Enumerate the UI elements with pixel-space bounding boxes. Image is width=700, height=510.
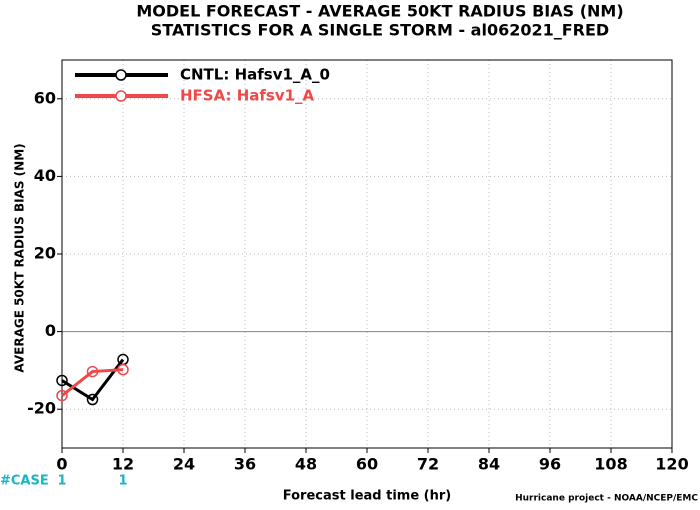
plot-frame: [61, 59, 673, 449]
y-tick-label: 0: [45, 321, 56, 340]
legend-marker: [115, 69, 127, 81]
x-axis-label: Forecast lead time (hr): [283, 489, 451, 504]
x-tick-label: 0: [56, 455, 67, 474]
x-tick-label: 96: [539, 455, 561, 474]
y-tick-label: 40: [34, 166, 56, 185]
x-tick-label: 48: [295, 455, 317, 474]
y-axis-label: AVERAGE 50KT RADIUS BIAS (NM): [13, 143, 27, 372]
x-tick-label: 72: [417, 455, 439, 474]
case-count: 1: [118, 474, 127, 489]
y-tick-label: 60: [34, 88, 56, 107]
series-line: [61, 358, 125, 402]
point: [56, 374, 68, 387]
legend-marker: [115, 90, 127, 102]
case-count: 1: [57, 474, 66, 489]
x-tick-label: 108: [594, 455, 627, 474]
chart-title: MODEL FORECAST - AVERAGE 50KT RADIUS BIA…: [136, 2, 623, 21]
x-tick-label: 120: [655, 455, 688, 474]
legend-label: HFSA: Hafsv1_A: [180, 87, 315, 105]
point: [86, 365, 99, 378]
y-tick-label: 20: [34, 244, 56, 263]
x-tick-label: 84: [478, 455, 500, 474]
legend-label: CNTL: Hafsv1_A_0: [180, 66, 330, 84]
x-tick-label: 24: [173, 455, 195, 474]
x-tick-label: 36: [234, 455, 256, 474]
x-tick-label: 60: [356, 455, 378, 474]
credit: Hurricane project - NOAA/NCEP/EMC: [515, 494, 698, 504]
chart-subtitle: STATISTICS FOR A SINGLE STORM - al062021…: [151, 21, 609, 40]
x-tick-label: 12: [112, 455, 134, 474]
point: [56, 389, 68, 402]
y-tick-label: -20: [27, 399, 56, 418]
point: [117, 363, 129, 376]
case-label: #CASE: [0, 474, 49, 489]
point: [86, 393, 99, 406]
series-line: [61, 368, 124, 397]
